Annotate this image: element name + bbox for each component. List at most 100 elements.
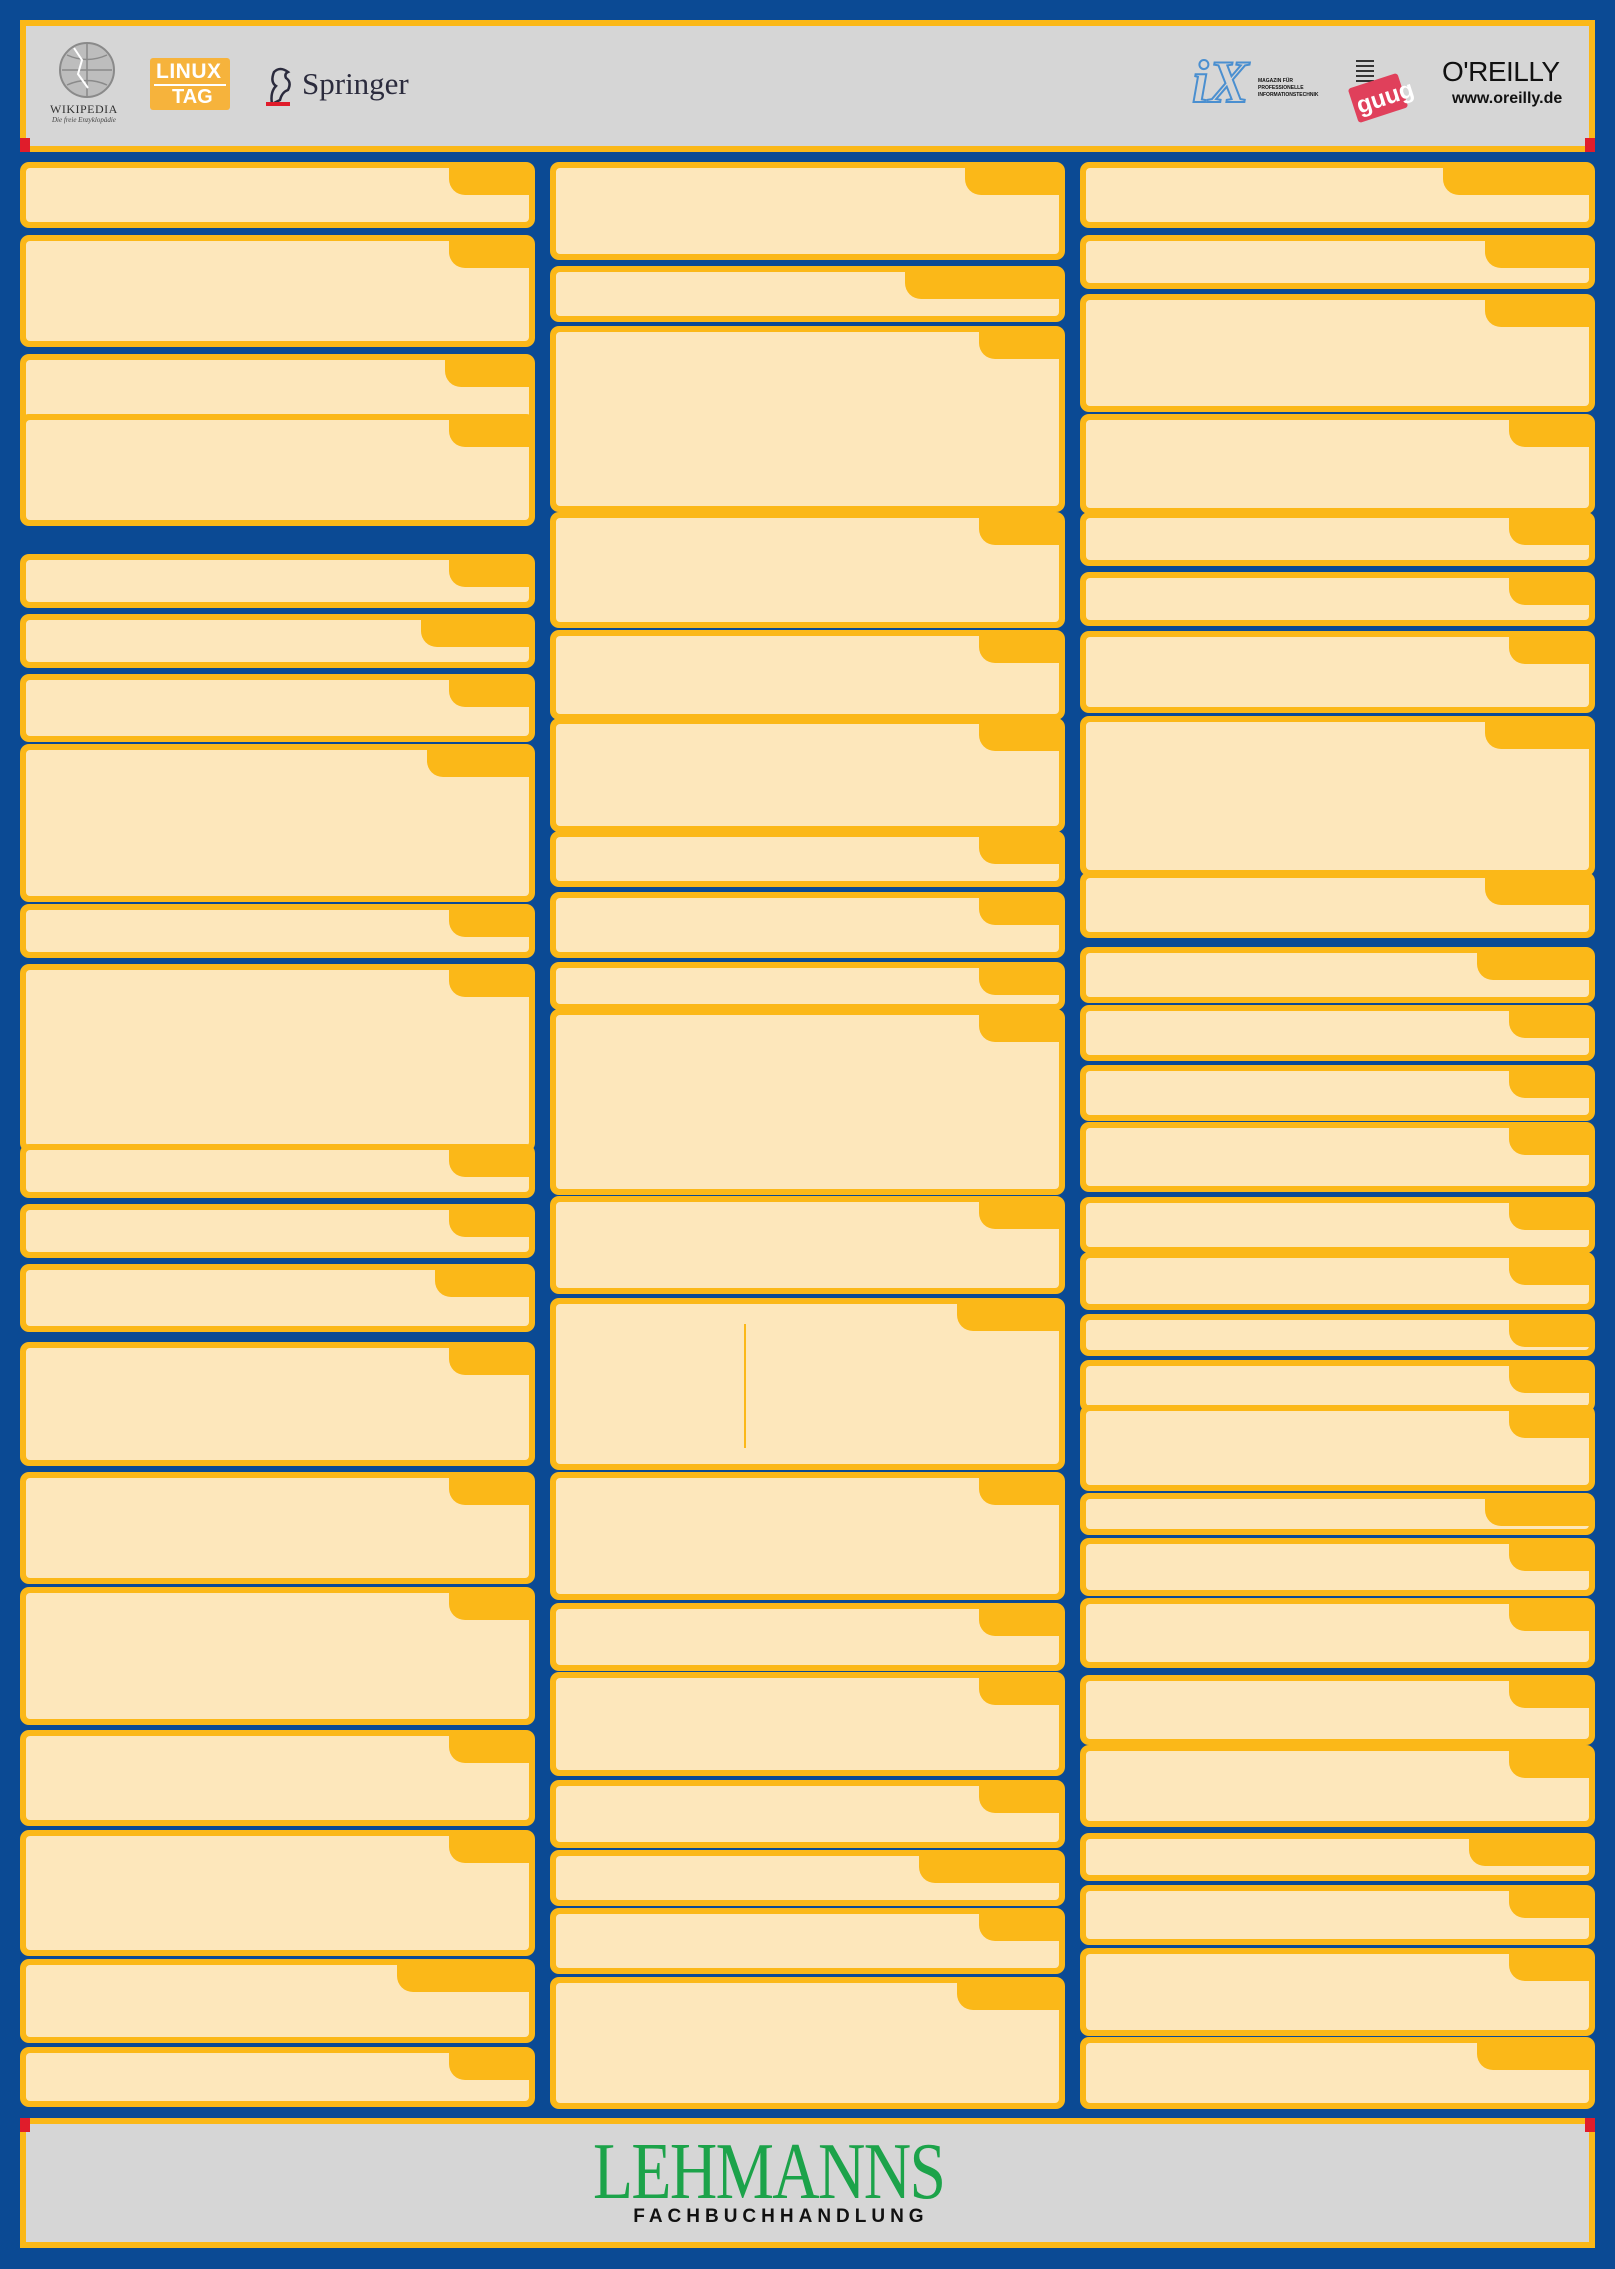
program-panel-tab xyxy=(965,168,1059,195)
program-panel-tab xyxy=(1485,722,1589,749)
program-panel xyxy=(1080,1885,1595,1945)
program-panel-tab xyxy=(449,1150,529,1177)
program-panel-tab xyxy=(1509,420,1589,447)
program-panel xyxy=(550,1780,1065,1848)
program-panel-tab xyxy=(435,1270,529,1297)
lehmanns-logo: LEHMANNS FACHBUCHHANDLUNG xyxy=(26,2132,1589,2228)
program-panel-tab xyxy=(1469,1839,1589,1866)
program-panel xyxy=(550,1298,1065,1470)
program-panel-tab xyxy=(979,724,1059,751)
program-panel-body xyxy=(556,898,1059,952)
program-panel-body xyxy=(556,518,1059,622)
lehmanns-wordmark: LEHMANNS xyxy=(593,2128,946,2216)
program-panel-tab xyxy=(449,560,529,587)
program-panel-tab xyxy=(979,1609,1059,1636)
program-panel-body xyxy=(1086,1411,1589,1485)
program-panel-tab xyxy=(1477,953,1589,980)
program-panel-body xyxy=(26,970,529,1146)
ix-tagline: MAGAZIN FÜR PROFESSIONELLE INFORMATIONST… xyxy=(1258,78,1319,98)
program-panel-tab xyxy=(979,1202,1059,1229)
column-middle xyxy=(550,162,1065,2109)
program-panel-body xyxy=(1086,1681,1589,1739)
program-panel-tab xyxy=(1509,1411,1589,1438)
program-panel xyxy=(550,1672,1065,1776)
program-panel xyxy=(1080,1675,1595,1745)
program-panel-body xyxy=(556,724,1059,826)
program-panel xyxy=(1080,294,1595,412)
program-panel xyxy=(550,831,1065,887)
program-panel xyxy=(20,1264,535,1332)
guug-text-lines xyxy=(1356,60,1374,82)
program-panel-tab xyxy=(445,360,529,387)
program-panel-tab xyxy=(421,620,529,647)
program-panel xyxy=(1080,1005,1595,1061)
program-panel-body xyxy=(1086,1751,1589,1821)
program-panel-body xyxy=(556,837,1059,881)
program-panel-body xyxy=(26,1836,529,1950)
program-panel xyxy=(550,630,1065,720)
program-panel-tab xyxy=(449,1210,529,1237)
program-panel xyxy=(20,414,535,526)
linuxtag-top-label: LINUX xyxy=(156,60,222,83)
program-panel-tab xyxy=(905,272,1059,299)
program-panel-tab xyxy=(1485,241,1589,268)
oreilly-logo: O'REILLY www.oreilly.de xyxy=(1442,56,1582,116)
program-panel-body xyxy=(1086,1011,1589,1055)
program-panel-tab xyxy=(1509,518,1589,545)
program-panel xyxy=(20,1204,535,1258)
program-panel xyxy=(1080,1493,1595,1535)
program-panel xyxy=(1080,1197,1595,1253)
program-panel xyxy=(550,892,1065,958)
program-panel-tab xyxy=(449,1593,529,1620)
program-panel xyxy=(550,1009,1065,1195)
wikipedia-logo: WIKIPEDIA Die freie Enzyklopädie xyxy=(50,40,122,130)
program-panel xyxy=(1080,872,1595,938)
program-panel xyxy=(550,718,1065,832)
wikipedia-wordmark: WIKIPEDIA xyxy=(50,102,118,116)
program-panel-tab xyxy=(979,332,1059,359)
program-panel-tab xyxy=(1509,1681,1589,1708)
program-panel xyxy=(1080,1252,1595,1310)
program-panel-tab xyxy=(449,420,529,447)
program-panel-body xyxy=(26,168,529,222)
program-panel-tab xyxy=(427,750,529,777)
program-panel xyxy=(20,1730,535,1826)
program-panel-tab xyxy=(449,910,529,937)
program-panel-tab xyxy=(1509,1258,1589,1285)
program-panel xyxy=(1080,1122,1595,1192)
springer-horse-icon xyxy=(266,67,291,106)
program-panel xyxy=(1080,162,1595,228)
program-panel-tab xyxy=(449,970,529,997)
program-panel xyxy=(20,235,535,347)
program-panel-body xyxy=(26,910,529,952)
springer-logo: Springer xyxy=(262,64,422,108)
lehmanns-subtitle: FACHBUCHHANDLUNG xyxy=(633,2206,929,2227)
program-panel-body xyxy=(1086,578,1589,620)
program-panel-tab xyxy=(449,680,529,707)
program-panel xyxy=(550,512,1065,628)
program-panel xyxy=(1080,414,1595,514)
program-panel-tab xyxy=(979,837,1059,864)
program-panel-body xyxy=(26,1593,529,1719)
program-panel-body xyxy=(1086,1128,1589,1186)
program-panel-tab xyxy=(449,168,529,195)
header-bar: WIKIPEDIA Die freie Enzyklopädie LINUX T… xyxy=(20,20,1595,152)
program-panel-tab xyxy=(449,1836,529,1863)
program-panel xyxy=(550,1603,1065,1671)
oreilly-url[interactable]: www.oreilly.de xyxy=(1452,90,1563,107)
program-panel-tab xyxy=(957,1983,1059,2010)
program-panel xyxy=(1080,2037,1595,2109)
program-panel xyxy=(20,1342,535,1466)
program-panel xyxy=(20,904,535,958)
ix-logo: iX MAGAZIN FÜR PROFESSIONELLE INFORMATIO… xyxy=(1191,48,1342,116)
program-panel-tab xyxy=(1485,878,1589,905)
program-panel-body xyxy=(26,1348,529,1460)
program-panel-body xyxy=(556,1202,1059,1288)
program-panel-tab xyxy=(1509,1751,1589,1778)
program-panel-tab xyxy=(979,1478,1059,1505)
program-panel xyxy=(1080,1745,1595,1827)
program-panel-tab xyxy=(979,1786,1059,1813)
program-panel-body xyxy=(26,1210,529,1252)
program-panel-tab xyxy=(1509,1071,1589,1098)
program-panel-tab xyxy=(1509,1203,1589,1230)
